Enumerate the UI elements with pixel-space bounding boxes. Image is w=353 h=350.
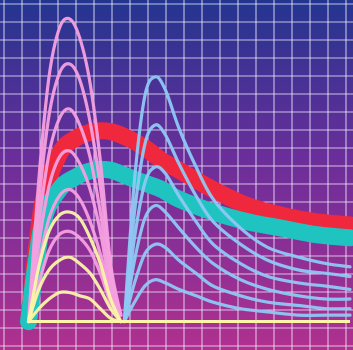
curve-series-group <box>26 16 352 324</box>
pink-family-curve-1 <box>26 16 123 324</box>
blue-family-curve-6 <box>122 278 352 324</box>
yellow-family-curve-1 <box>26 210 123 324</box>
yellow-family-curve-2 <box>26 255 123 324</box>
blue-family-curve-2 <box>122 123 352 324</box>
blue-family-curve-1 <box>122 75 352 324</box>
pink-family-curve-3 <box>26 107 123 324</box>
yellow-family-curve-3 <box>26 290 123 324</box>
blue-family-curve-4 <box>122 203 352 324</box>
blue-family-curve-5 <box>122 242 352 324</box>
pink-family-curve-6 <box>26 229 123 324</box>
pink-family-curve-2 <box>26 62 123 324</box>
blue-family-curve-3 <box>122 165 352 324</box>
pink-family-curve-4 <box>26 149 123 324</box>
